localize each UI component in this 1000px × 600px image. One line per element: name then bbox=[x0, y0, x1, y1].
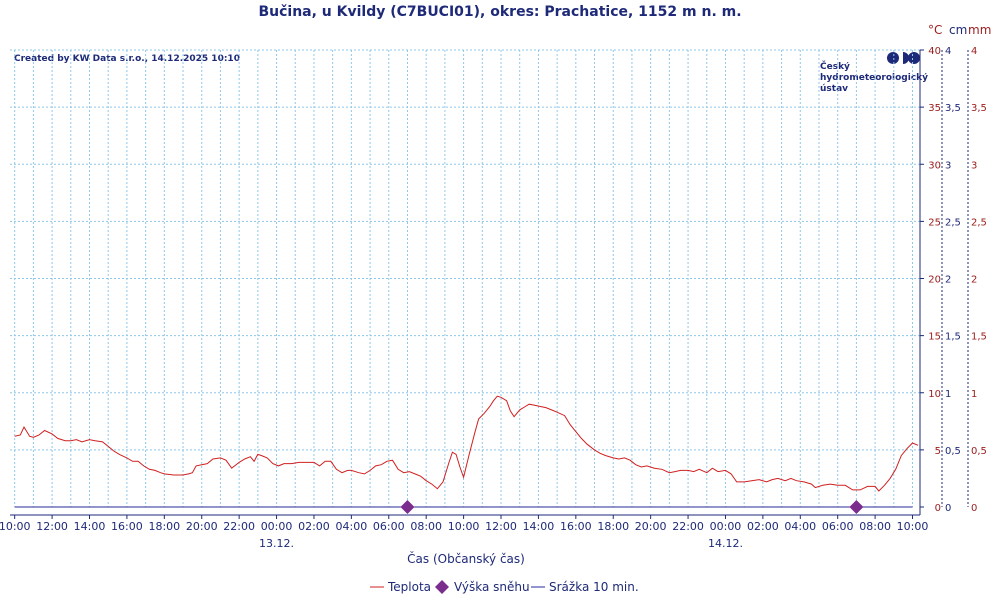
y-tick-label-precip: 2 bbox=[971, 275, 977, 286]
y-tick-label-temperature: 20 bbox=[928, 275, 941, 286]
x-tick-label: 08:00 bbox=[859, 520, 891, 533]
y-tick-label-snow: 3 bbox=[945, 160, 951, 171]
x-tick-label: 00:00 bbox=[261, 520, 293, 533]
y-tick-label-precip: 0,5 bbox=[971, 446, 987, 457]
y-tick-label-snow: 4 bbox=[945, 46, 951, 57]
x-tick-label: 18:00 bbox=[597, 520, 629, 533]
logo-line-1: Český bbox=[820, 60, 850, 72]
x-tick-label: 18:00 bbox=[148, 520, 180, 533]
y-tick-label-temperature: 15 bbox=[928, 332, 941, 343]
snow-marker bbox=[400, 500, 415, 514]
x-tick-label: 02:00 bbox=[747, 520, 779, 533]
y-tick-label-temperature: 25 bbox=[928, 217, 941, 228]
x-tick-label: 10:00 bbox=[897, 520, 929, 533]
legend-temperature-label: Teplota bbox=[387, 580, 431, 594]
logo-circle-1 bbox=[887, 52, 899, 64]
legend: Teplota Výška sněhu Srážka 10 min. bbox=[370, 580, 639, 594]
y-tick-label-snow: 3,5 bbox=[945, 103, 961, 114]
y-tick-label-precip: 2,5 bbox=[971, 217, 987, 228]
y-tick-label-precip: 3 bbox=[971, 160, 977, 171]
y-tick-label-precip: 4 bbox=[971, 46, 977, 57]
legend-snow-label: Výška sněhu bbox=[454, 580, 530, 594]
x-tick-label: 06:00 bbox=[822, 520, 854, 533]
x-axis-label: Čas (Občanský čas) bbox=[407, 551, 525, 566]
y-tick-label-temperature: 5 bbox=[935, 446, 941, 457]
y-tick-label-temperature: 35 bbox=[928, 103, 941, 114]
x-tick-label: 22:00 bbox=[672, 520, 704, 533]
logo-line-3: ústav bbox=[820, 84, 848, 94]
y-tick-label-temperature: 10 bbox=[928, 389, 941, 400]
y-tick-label-precip: 1 bbox=[971, 389, 977, 400]
x-tick-label: 00:00 bbox=[710, 520, 742, 533]
series-temperature-line bbox=[14, 395, 919, 492]
unit-snow: cm bbox=[949, 23, 967, 37]
axes bbox=[10, 50, 969, 516]
y-tick-label-precip: 3,5 bbox=[971, 103, 987, 114]
x-tick-label: 14:00 bbox=[74, 520, 106, 533]
x-tick-label: 10:00 bbox=[0, 520, 31, 533]
x-tick-label: 06:00 bbox=[373, 520, 405, 533]
x-tick-label: 08:00 bbox=[410, 520, 442, 533]
x-tick-label: 14:00 bbox=[523, 520, 555, 533]
chart-title: Bučina, u Kvildy (C7BUCI01), okres: Prac… bbox=[258, 4, 741, 20]
logo-circle-2 bbox=[908, 52, 920, 64]
legend-precip-label: Srážka 10 min. bbox=[549, 580, 639, 594]
unit-precip: mm bbox=[968, 23, 991, 37]
unit-temperature: °C bbox=[928, 23, 942, 37]
x-tick-label: 20:00 bbox=[186, 520, 218, 533]
x-tick-label: 12:00 bbox=[36, 520, 68, 533]
series-group bbox=[14, 395, 919, 514]
grid bbox=[10, 49, 920, 507]
x-tick-label: 20:00 bbox=[635, 520, 667, 533]
logo-line-2: hydrometeorologický bbox=[820, 73, 928, 83]
x-tick-label: 04:00 bbox=[336, 520, 368, 533]
date-label: 13.12. bbox=[259, 537, 294, 550]
y-axis-ticks: 0 0 05 0,5 0,510 1 115 1,5 1,520 2 225 2,5 2,530 3 335… bbox=[920, 46, 987, 514]
y-tick-label-snow: 0 bbox=[945, 503, 951, 514]
y-tick-label-precip: 0 bbox=[971, 503, 977, 514]
y-tick-label-temperature: 0 bbox=[935, 503, 941, 514]
snow-marker bbox=[849, 500, 864, 514]
y-tick-label-snow: 2 bbox=[945, 275, 951, 286]
y-tick-label-temperature: 30 bbox=[928, 160, 941, 171]
x-axis-ticks: 10:00 12:00 14:00 16:00 18:00 20:00 22:00 00:00… bbox=[0, 515, 928, 550]
x-tick-label: 16:00 bbox=[111, 520, 143, 533]
x-tick-label: 16:00 bbox=[560, 520, 592, 533]
logo-half-circle bbox=[903, 52, 909, 64]
y-tick-label-snow: 0,5 bbox=[945, 446, 961, 457]
legend-snow-swatch bbox=[435, 580, 449, 594]
y-tick-label-temperature: 40 bbox=[928, 46, 941, 57]
y-tick-label-snow: 1,5 bbox=[945, 332, 961, 343]
x-tick-label: 02:00 bbox=[298, 520, 330, 533]
x-tick-label: 04:00 bbox=[784, 520, 816, 533]
x-tick-label: 10:00 bbox=[448, 520, 480, 533]
y-tick-label-snow: 2,5 bbox=[945, 217, 961, 228]
y-tick-label-precip: 1,5 bbox=[971, 332, 987, 343]
x-tick-label: 12:00 bbox=[485, 520, 517, 533]
x-tick-label: 22:00 bbox=[223, 520, 255, 533]
chmi-logo: Český hydrometeorologický ústav bbox=[820, 52, 928, 94]
date-label: 14.12. bbox=[708, 537, 743, 550]
y-tick-label-snow: 1 bbox=[945, 389, 951, 400]
